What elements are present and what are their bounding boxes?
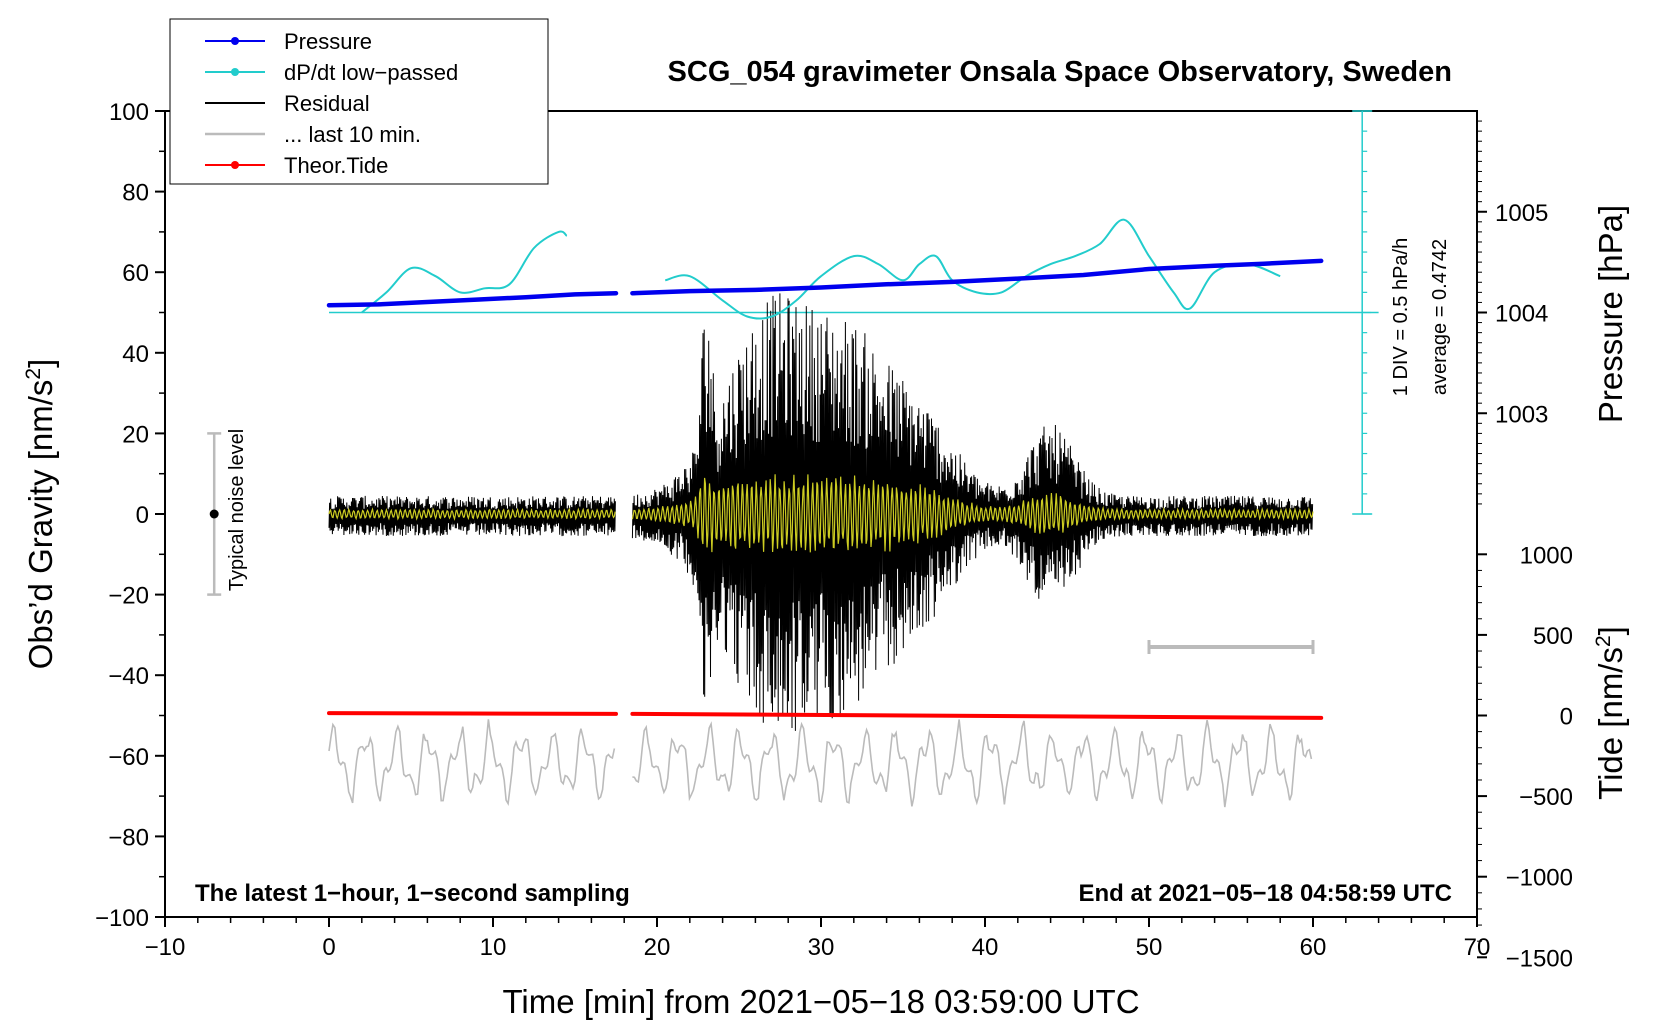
chart-title: SCG_054 gravimeter Onsala Space Observat… xyxy=(668,56,1452,88)
legend-label: Pressure xyxy=(284,29,372,54)
tide-tick-label: 500 xyxy=(1533,623,1573,650)
legend-label: ... last 10 min. xyxy=(284,122,421,147)
tide-tick-label: −1000 xyxy=(1506,865,1573,892)
noise-center-dot xyxy=(209,509,219,519)
y-axis-label: Obs’d Gravity [nm/s2] xyxy=(22,359,59,670)
dpdt-scale-axis xyxy=(1352,110,1373,515)
residual-smoothed-trace xyxy=(631,474,1314,553)
pressure-line xyxy=(630,258,1324,296)
y-tick-label: 0 xyxy=(136,502,149,529)
legend-marker xyxy=(231,68,239,76)
y-tick-label: −60 xyxy=(108,744,149,771)
tide-tick-label: −1500 xyxy=(1506,945,1573,972)
tide-tick-label: −500 xyxy=(1519,784,1573,811)
noise-level-label: Typical noise level xyxy=(226,429,248,591)
residual-smoothed-series xyxy=(328,474,1314,553)
average-label: average = 0.4742 xyxy=(1429,239,1451,395)
pressure-axis-ticks: 1003 1004 1005 xyxy=(1477,120,1548,505)
tide-axis-label: Tide [nm/s2] xyxy=(1592,626,1629,800)
y-tick-label: 40 xyxy=(122,341,149,368)
last10-trace xyxy=(632,719,1313,808)
legend-marker xyxy=(231,161,239,169)
tide-series xyxy=(327,711,1324,720)
last10-series xyxy=(328,719,1313,808)
pressure-tick-label: 1003 xyxy=(1495,401,1548,428)
pressure-tick-label: 1004 xyxy=(1495,301,1548,328)
y-tick-label: 60 xyxy=(122,260,149,287)
pressure-line xyxy=(326,290,619,308)
x-tick-label: 30 xyxy=(808,934,835,961)
legend-marker xyxy=(231,37,239,45)
x-tick-label: 20 xyxy=(644,934,671,961)
legend: Pressure dP/dt low−passed Residual ... last… xyxy=(169,18,549,185)
y-tick-label: 100 xyxy=(109,99,149,126)
ten-minute-scale-bar xyxy=(1147,639,1315,654)
x-tick-label: 0 xyxy=(322,934,335,961)
tide-line xyxy=(630,711,1324,720)
x-tick-label: 10 xyxy=(480,934,507,961)
x-axis-label: Time [min] from 2021−05−18 03:59:00 UTC xyxy=(502,983,1139,1020)
noise-level-indicator xyxy=(207,432,222,596)
x-tick-label: 40 xyxy=(972,934,999,961)
y-tick-label: −100 xyxy=(95,905,149,932)
y-tick-label: −20 xyxy=(108,583,149,610)
tide-axis-ticks: −1500 −1000 −500 0 500 1000 xyxy=(1477,542,1573,972)
last10-trace xyxy=(328,719,616,806)
residual-trace xyxy=(328,495,616,537)
residual-smoothed-trace xyxy=(328,507,616,521)
div-label: 1 DIV = 0.5 hPa/h xyxy=(1390,238,1412,396)
tide-tick-label: 0 xyxy=(1560,704,1573,731)
pressure-tick-label: 1005 xyxy=(1495,200,1548,227)
pressure-series xyxy=(326,258,1324,308)
y-tick-label: 80 xyxy=(122,180,149,207)
y-tick-label: 20 xyxy=(122,421,149,448)
x-tick-label: 50 xyxy=(1136,934,1163,961)
dpdt-series xyxy=(361,218,1281,320)
legend-label: dP/dt low−passed xyxy=(284,60,458,85)
y-axis-ticks: −100 −80 −60 −40 −20 0 20 40 60 80 100 xyxy=(95,99,165,932)
dpdt-line xyxy=(361,230,568,314)
x-tick-label: 60 xyxy=(1300,934,1327,961)
legend-label: Theor.Tide xyxy=(284,153,388,178)
pressure-axis-label: Pressure [hPa] xyxy=(1592,205,1629,423)
tide-line xyxy=(327,711,618,716)
legend-box xyxy=(169,18,549,185)
x-axis-ticks: −10 0 10 20 30 40 50 60 70 xyxy=(145,917,1490,961)
y-tick-label: −80 xyxy=(108,824,149,851)
dpdt-line xyxy=(664,218,1281,320)
y-tick-label: −40 xyxy=(108,663,149,690)
end-time-note: End at 2021−05−18 04:58:59 UTC xyxy=(1078,880,1452,907)
legend-label: Residual xyxy=(284,91,370,116)
x-tick-label: −10 xyxy=(145,934,186,961)
sampling-note: The latest 1−hour, 1−second sampling xyxy=(195,880,630,907)
tide-tick-label: 1000 xyxy=(1520,542,1573,569)
